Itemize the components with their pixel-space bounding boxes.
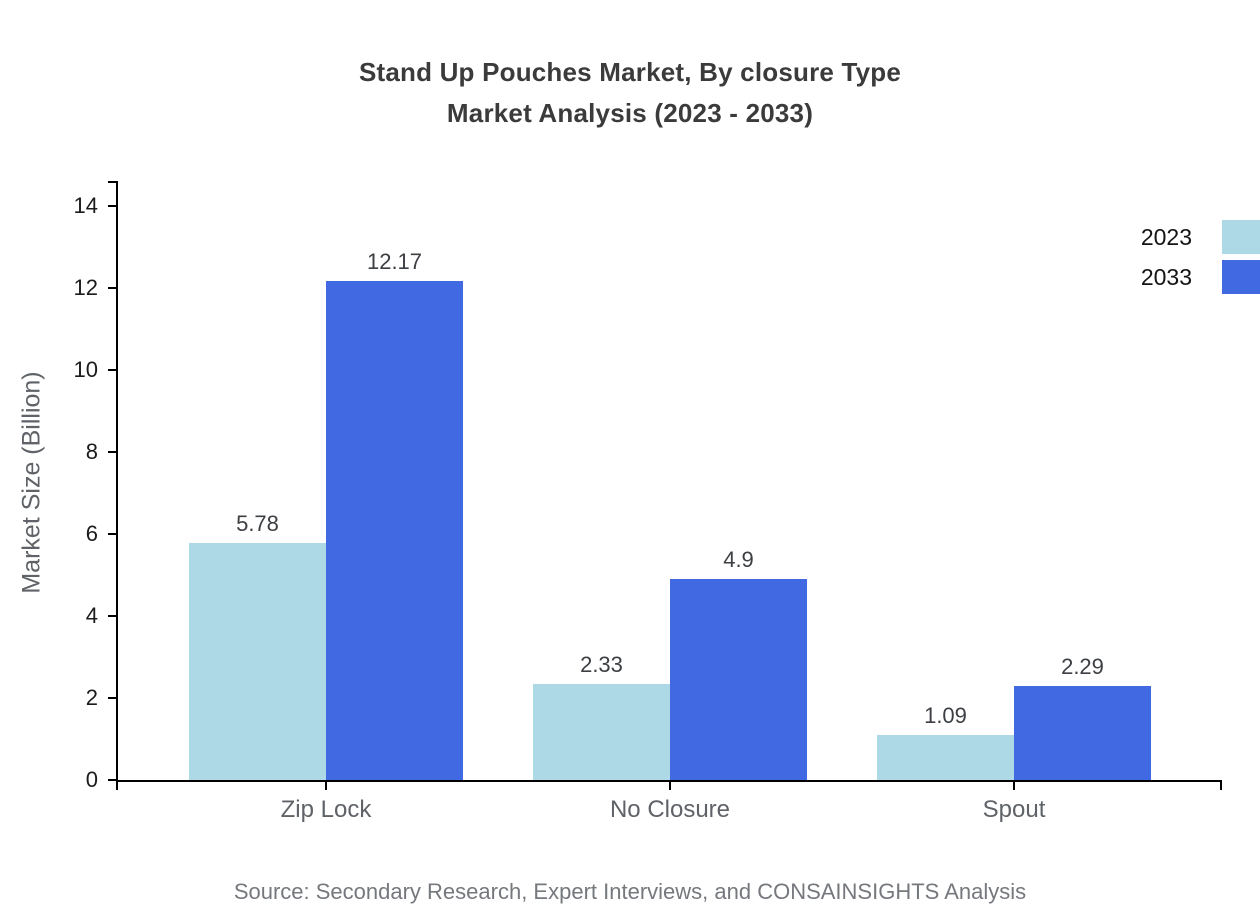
- legend-item-2033: 2033: [1141, 260, 1260, 294]
- y-tick-label-12: 12: [73, 274, 98, 300]
- bar-2033-zip-lock: [326, 281, 463, 780]
- y-tick-6: [108, 532, 116, 535]
- y-tick-0: [108, 779, 116, 781]
- legend-label-2033: 2033: [1140, 263, 1192, 290]
- x-axis-end-cap: [1220, 780, 1222, 790]
- x-category-label-spout: Spout: [982, 796, 1046, 823]
- bar-2033-no-closure: [670, 579, 807, 780]
- y-tick-10: [108, 368, 116, 371]
- legend: 2023 2033: [1141, 220, 1260, 300]
- bar-value-2023-zip-lock: 5.78: [236, 511, 279, 536]
- bar-2033-spout: [1014, 686, 1151, 780]
- x-axis-start-cap: [116, 780, 118, 790]
- legend-item-2023: 2023: [1141, 220, 1260, 254]
- x-category-label-zip-lock: Zip Lock: [280, 796, 372, 823]
- y-tick-4: [108, 614, 116, 617]
- y-tick-label-6: 6: [85, 520, 98, 546]
- y-tick-label-8: 8: [85, 438, 98, 464]
- bar-value-2033-spout: 2.29: [1061, 654, 1104, 679]
- y-tick-label-2: 2: [85, 684, 98, 710]
- legend-label-2023: 2023: [1140, 223, 1192, 250]
- bar-value-2033-zip-lock: 12.17: [366, 249, 423, 274]
- legend-swatch-2023: [1222, 220, 1260, 254]
- x-category-label-no-closure: No Closure: [609, 796, 731, 823]
- x-axis-line: [116, 780, 1222, 782]
- bar-2023-no-closure: [533, 684, 670, 780]
- y-tick-label-0: 0: [85, 767, 98, 792]
- chart-title-line2: Market Analysis (2023 - 2033): [446, 98, 814, 128]
- chart-title-line1: Stand Up Pouches Market, By closure Type: [358, 57, 902, 87]
- y-axis-top-cap: [108, 181, 116, 183]
- y-tick-14: [108, 204, 116, 207]
- y-tick-8: [108, 450, 116, 453]
- y-tick-label-4: 4: [85, 602, 98, 628]
- chart-title: Stand Up Pouches Market, By closure Type…: [0, 52, 1260, 134]
- y-tick-label-14: 14: [73, 192, 98, 218]
- bar-value-2023-spout: 1.09: [924, 703, 967, 728]
- x-tick-zip-lock: [325, 782, 327, 790]
- bar-2023-zip-lock: [189, 543, 326, 780]
- bar-value-2033-no-closure: 4.9: [723, 547, 754, 572]
- y-tick-12: [108, 286, 116, 289]
- legend-swatch-2033: [1222, 260, 1260, 294]
- y-tick-2: [108, 696, 116, 699]
- x-tick-no-closure: [669, 782, 671, 790]
- bar-2023-spout: [877, 735, 1014, 780]
- bar-value-2023-no-closure: 2.33: [580, 652, 623, 677]
- x-tick-spout: [1013, 782, 1015, 790]
- y-tick-label-10: 10: [73, 356, 98, 382]
- source-note: Source: Secondary Research, Expert Inter…: [233, 879, 1027, 904]
- y-axis-line: [116, 181, 118, 782]
